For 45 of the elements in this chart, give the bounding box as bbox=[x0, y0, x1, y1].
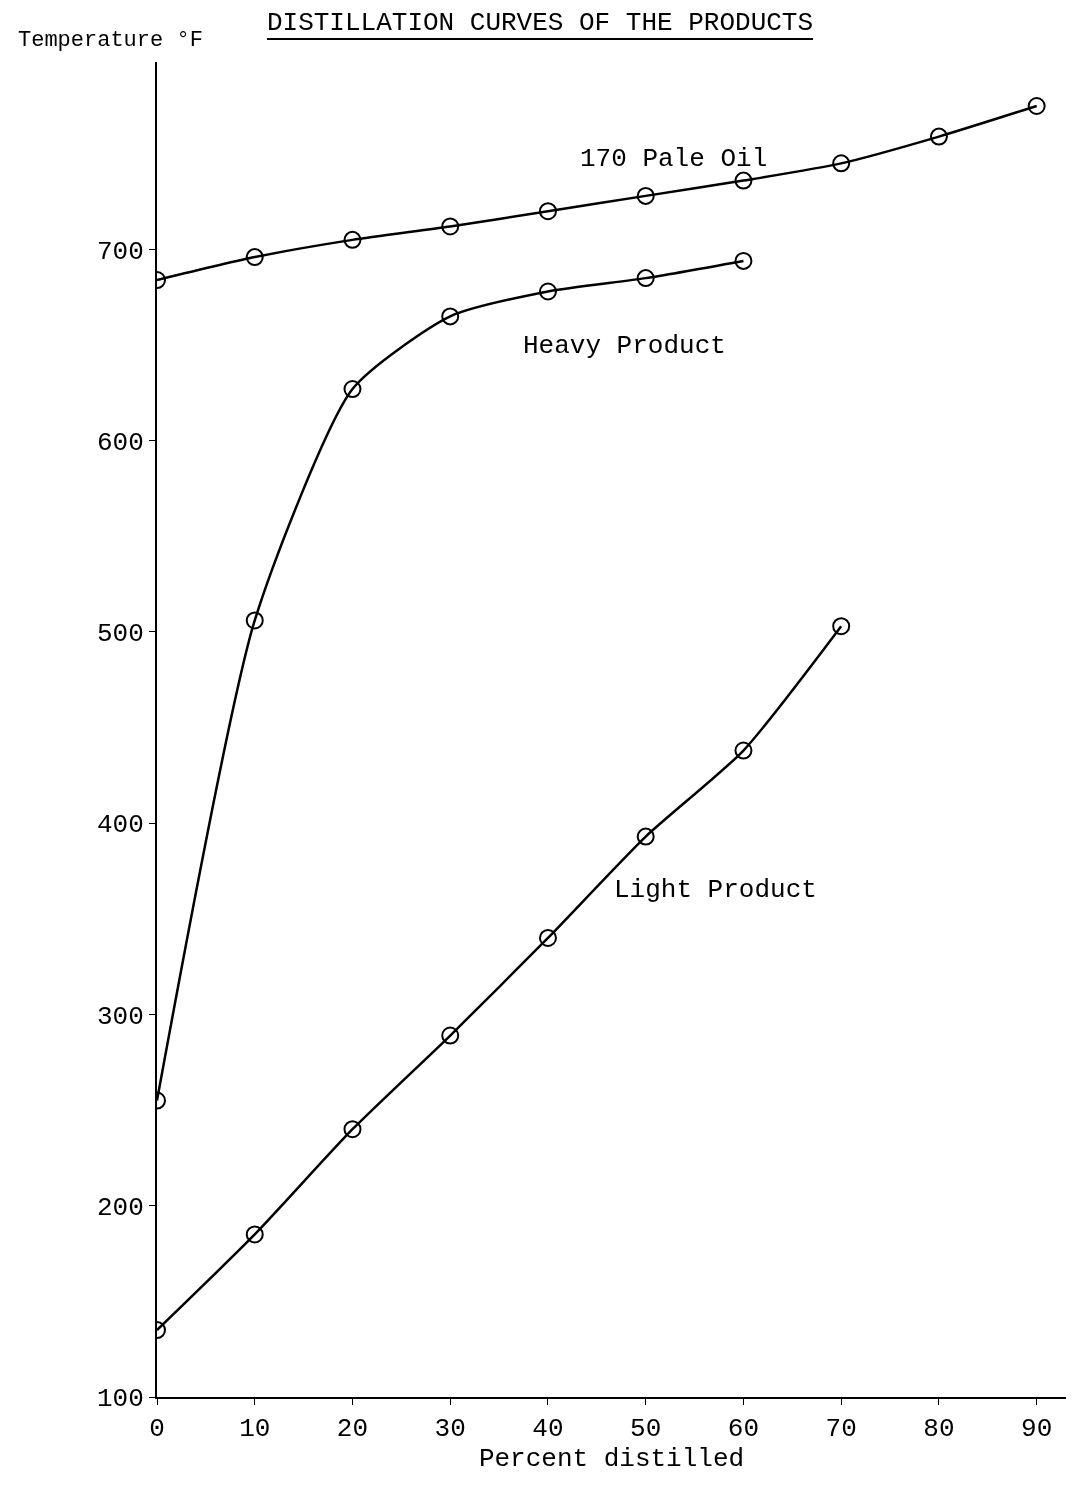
point bbox=[441, 1026, 460, 1045]
point bbox=[832, 617, 851, 636]
point bbox=[245, 611, 264, 630]
y-tick-label: 700 bbox=[96, 236, 144, 267]
point bbox=[441, 217, 460, 236]
series-label: Light Product bbox=[614, 875, 817, 905]
point bbox=[832, 154, 851, 173]
x-tick-label: 50 bbox=[630, 1414, 662, 1445]
y-tick-label: 400 bbox=[96, 810, 144, 841]
point bbox=[636, 269, 655, 288]
point bbox=[343, 1120, 362, 1139]
x-tick-label: 90 bbox=[1021, 1414, 1053, 1445]
point bbox=[538, 928, 557, 947]
x-tick-label: 60 bbox=[727, 1414, 760, 1445]
point bbox=[441, 307, 460, 326]
y-tick-label: 600 bbox=[96, 427, 144, 458]
x-tick-label: 80 bbox=[923, 1414, 955, 1445]
point bbox=[245, 248, 264, 267]
series-label: Heavy Product bbox=[523, 331, 726, 361]
x-tick-label: 40 bbox=[532, 1414, 564, 1445]
point bbox=[734, 741, 753, 760]
y-tick-label: 500 bbox=[96, 619, 144, 650]
y-axis-title: Temperature °F bbox=[18, 28, 203, 53]
point bbox=[538, 282, 557, 301]
y-tick-label: 300 bbox=[96, 1001, 144, 1032]
point bbox=[734, 251, 753, 270]
point bbox=[538, 202, 557, 221]
x-tick-label: 0 bbox=[149, 1414, 165, 1445]
point bbox=[636, 186, 655, 205]
point bbox=[343, 230, 362, 249]
x-axis-title: Percent distilled bbox=[478, 1444, 745, 1475]
chart-title: DISTILLATION CURVES OF THE PRODUCTS bbox=[266, 8, 814, 39]
x-tick-label: 10 bbox=[239, 1414, 271, 1445]
point bbox=[734, 171, 753, 190]
series-label: 170 Pale Oil bbox=[580, 144, 768, 174]
x-tick-label: 30 bbox=[434, 1414, 466, 1445]
point bbox=[929, 127, 948, 146]
point bbox=[343, 380, 362, 399]
y-tick-label: 100 bbox=[96, 1384, 144, 1415]
point bbox=[636, 827, 655, 846]
point bbox=[245, 1225, 264, 1244]
point bbox=[1027, 96, 1046, 115]
x-tick-label: 70 bbox=[825, 1414, 857, 1445]
x-tick-label: 20 bbox=[336, 1414, 369, 1445]
y-tick-label: 200 bbox=[96, 1192, 144, 1223]
